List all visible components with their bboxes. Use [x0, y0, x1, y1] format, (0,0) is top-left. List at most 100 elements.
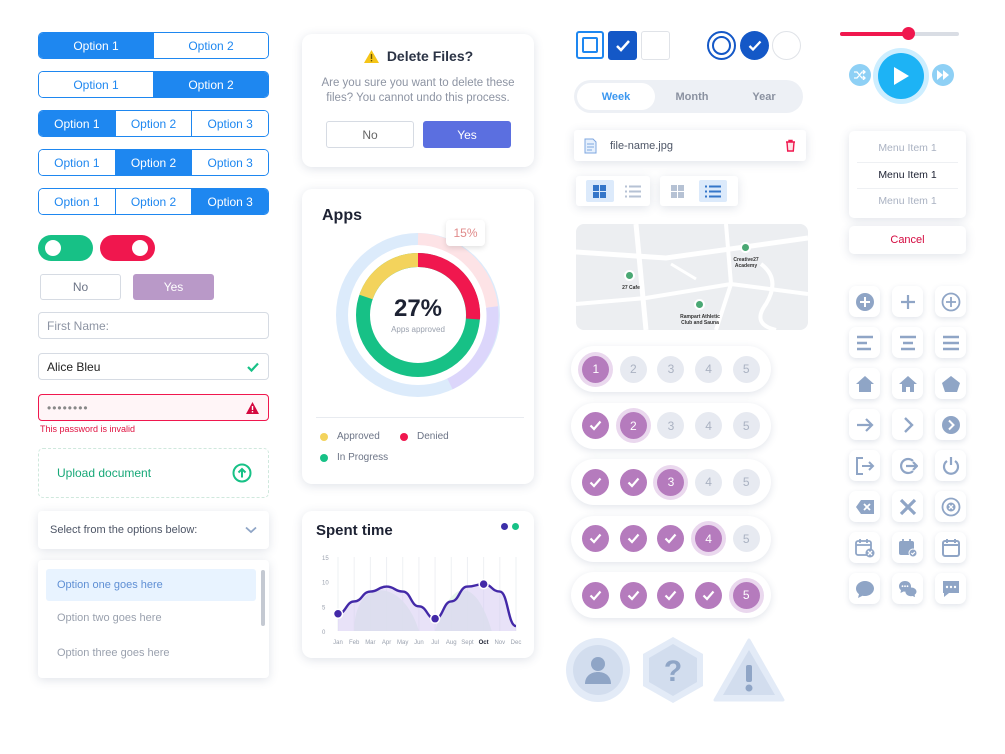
step-completed[interactable]	[695, 581, 723, 609]
checkbox-checked[interactable]	[608, 31, 637, 60]
chat-multiple-icon[interactable]	[892, 573, 923, 604]
step-current[interactable]: 4	[695, 525, 723, 552]
step-pending[interactable]: 4	[695, 468, 723, 496]
chevron-right-circle-icon[interactable]	[935, 409, 966, 440]
step-pending[interactable]: 2	[619, 355, 647, 383]
menu-item[interactable]: Menu Item 1	[878, 169, 937, 181]
shuffle-button[interactable]	[849, 64, 871, 86]
step-pending[interactable]: 5	[732, 412, 760, 439]
period-month[interactable]: Month	[675, 90, 709, 103]
period-week[interactable]: Week	[577, 83, 655, 110]
menu-item[interactable]: Menu Item 1	[878, 142, 937, 154]
step-pending[interactable]: 5	[732, 355, 760, 383]
checkbox-outline[interactable]	[576, 31, 604, 59]
step-completed[interactable]	[582, 412, 610, 439]
step-pending[interactable]: 5	[732, 525, 760, 552]
seg-option[interactable]: Option 2	[153, 72, 268, 97]
step-pending[interactable]: 5	[732, 468, 760, 496]
slider-handle[interactable]	[902, 27, 915, 40]
first-name-field[interactable]: First Name:	[38, 312, 269, 339]
map-pin-icon[interactable]	[624, 270, 635, 281]
grid-view-icon[interactable]	[585, 180, 614, 202]
name-field[interactable]: Alice Bleu	[38, 353, 269, 380]
scrollbar[interactable]	[261, 570, 265, 626]
home-alt-icon[interactable]	[892, 368, 923, 399]
seg-option[interactable]: Option 3	[191, 111, 268, 136]
dialog-no-button[interactable]: No	[326, 121, 414, 148]
seg-option[interactable]: Option 3	[191, 150, 268, 175]
chevron-right-icon[interactable]	[892, 409, 923, 440]
home-pentagon-icon[interactable]	[935, 368, 966, 399]
step-current[interactable]: 2	[619, 412, 647, 439]
seg-option[interactable]: Option 1	[39, 150, 115, 175]
password-field[interactable]: ••••••••	[38, 394, 269, 421]
yes-button[interactable]: Yes	[133, 274, 214, 300]
toggle-on-green[interactable]	[38, 235, 93, 261]
step-completed[interactable]	[619, 525, 647, 552]
data-point[interactable]	[478, 578, 489, 590]
next-button[interactable]	[932, 64, 954, 86]
step-pending[interactable]: 4	[695, 412, 723, 439]
toggle-on-red[interactable]	[100, 235, 155, 261]
align-left-icon[interactable]	[849, 327, 880, 358]
menu-item[interactable]: Menu Item 1	[878, 195, 937, 207]
checkbox-empty[interactable]	[641, 31, 670, 60]
home-icon[interactable]	[849, 368, 880, 399]
map[interactable]: Creative27 Academy 27 Cafe Rampart Athle…	[576, 224, 808, 330]
add-circle-icon[interactable]	[849, 286, 880, 317]
map-pin-icon[interactable]	[694, 299, 705, 310]
add-icon[interactable]	[892, 286, 923, 317]
step-completed[interactable]	[582, 525, 610, 552]
seg-option[interactable]: Option 1	[39, 33, 153, 58]
seg-option[interactable]: Option 1	[39, 72, 153, 97]
data-point[interactable]	[429, 613, 441, 624]
exit-circle-icon[interactable]	[892, 450, 923, 481]
seg-option[interactable]: Option 1	[39, 189, 115, 214]
align-justify-icon[interactable]	[935, 327, 966, 358]
list-view-icon[interactable]	[624, 185, 641, 198]
step-completed[interactable]	[657, 525, 685, 552]
calendar-remove-icon[interactable]	[849, 532, 880, 563]
seg-option[interactable]: Option 3	[191, 189, 268, 214]
step-current[interactable]: 5	[732, 581, 760, 609]
no-button[interactable]: No	[40, 274, 121, 300]
list-item[interactable]: Option one goes here	[46, 569, 256, 601]
backspace-icon[interactable]	[849, 491, 880, 522]
seg-option[interactable]: Option 2	[114, 111, 192, 136]
step-pending[interactable]: 3	[657, 355, 685, 383]
trash-icon[interactable]	[785, 139, 796, 152]
grid-view-icon[interactable]	[671, 184, 685, 198]
seg-option[interactable]: Option 2	[114, 150, 192, 175]
map-pin-icon[interactable]	[740, 242, 751, 253]
cancel-button[interactable]: Cancel	[849, 226, 966, 254]
add-circle-outline-icon[interactable]	[935, 286, 966, 317]
seg-option[interactable]: Option 2	[153, 33, 268, 58]
step-pending[interactable]: 3	[657, 412, 685, 439]
power-icon[interactable]	[935, 450, 966, 481]
close-icon[interactable]	[892, 491, 923, 522]
list-view-icon[interactable]	[698, 180, 727, 202]
volume-slider[interactable]	[840, 27, 959, 40]
list-item[interactable]: Option two goes here	[57, 612, 162, 624]
step-completed[interactable]	[619, 468, 647, 496]
select-dropdown[interactable]: Select from the options below:	[38, 511, 269, 549]
step-current[interactable]: 1	[582, 355, 610, 383]
step-completed[interactable]	[657, 581, 685, 609]
radio-checked[interactable]	[740, 31, 769, 60]
message-dots-icon[interactable]	[935, 573, 966, 604]
calendar-icon[interactable]	[935, 532, 966, 563]
seg-option[interactable]: Option 1	[39, 111, 115, 136]
step-current[interactable]: 3	[657, 468, 685, 496]
step-completed[interactable]	[582, 468, 610, 496]
seg-option[interactable]: Option 2	[114, 189, 192, 214]
close-circle-icon[interactable]	[935, 491, 966, 522]
step-completed[interactable]	[582, 581, 610, 609]
list-item[interactable]: Option three goes here	[57, 647, 170, 659]
align-center-icon[interactable]	[892, 327, 923, 358]
dialog-yes-button[interactable]: Yes	[423, 121, 511, 148]
arrow-right-icon[interactable]	[849, 409, 880, 440]
data-point[interactable]	[332, 608, 344, 619]
radio-outline[interactable]	[707, 31, 736, 60]
period-year[interactable]: Year	[752, 90, 776, 103]
chat-bubble-icon[interactable]	[849, 573, 880, 604]
